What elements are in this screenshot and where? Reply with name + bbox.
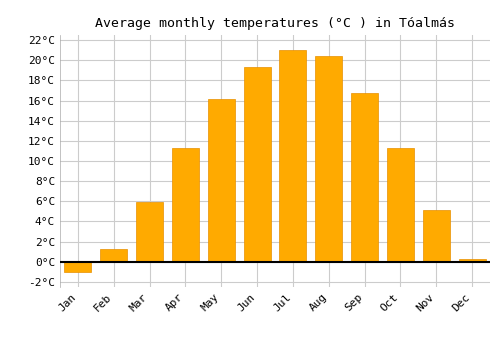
Bar [172, 148, 199, 262]
Bar [458, 259, 485, 262]
Bar [423, 210, 450, 262]
Bar [316, 56, 342, 262]
Bar [387, 148, 414, 262]
Bar [136, 202, 163, 262]
Bar [100, 249, 127, 262]
Bar [280, 50, 306, 262]
Bar [64, 262, 92, 272]
Bar [208, 98, 234, 262]
Bar [351, 93, 378, 262]
Title: Average monthly temperatures (°C ) in Tóalmás: Average monthly temperatures (°C ) in Tó… [95, 17, 455, 30]
Bar [244, 67, 270, 262]
